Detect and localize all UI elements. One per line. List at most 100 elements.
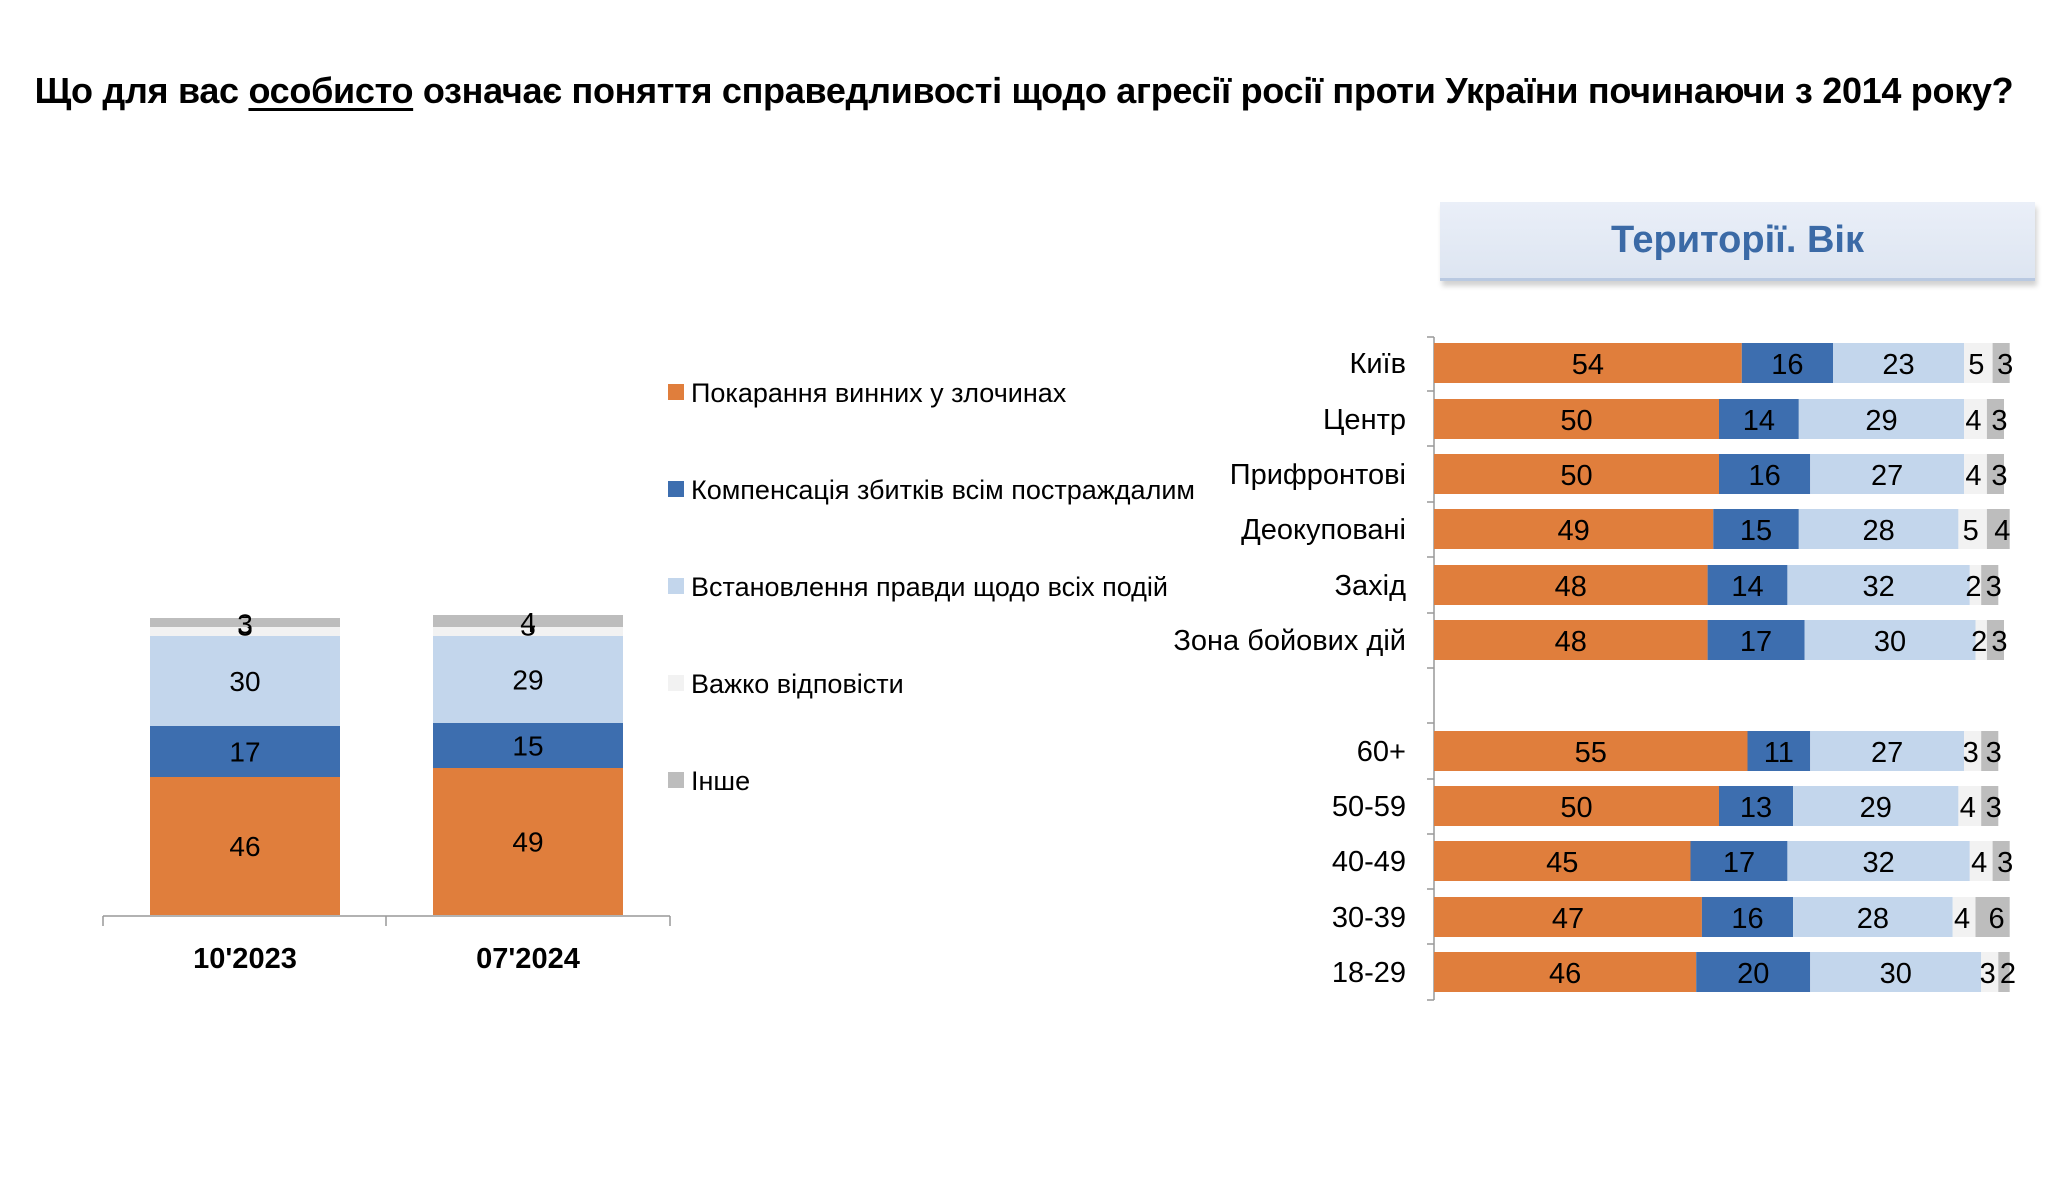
bar-punish-1 (433, 768, 623, 915)
hbar-hard-1 (1964, 399, 1987, 439)
left-stacked-chart: 4617303310'20234915293407'2024 (102, 607, 671, 975)
hbar-label-other-8: 3 (1997, 847, 2013, 879)
hbar-label-compensate-6: 11 (1764, 737, 1794, 769)
hbar-compensate-5 (1707, 620, 1805, 660)
hbar-truth-3 (1798, 509, 1959, 549)
data-label-truth-0: 30 (229, 666, 260, 697)
row-label-2: Прифронтові (1230, 459, 1406, 491)
hbar-label-truth-5: 30 (1874, 626, 1906, 658)
bar-truth-1 (433, 636, 623, 723)
hbar-label-compensate-2: 16 (1748, 460, 1780, 492)
hbar-hard-7 (1958, 786, 1982, 826)
hbar-label-other-9: 6 (1989, 903, 2005, 935)
bar-punish-0 (150, 777, 340, 915)
hbar-label-compensate-3: 15 (1740, 515, 1772, 547)
category-label-0: 10'2023 (193, 943, 297, 975)
hbar-label-hard-2: 4 (1965, 460, 1981, 492)
hbar-punish-2 (1434, 454, 1719, 494)
hbar-label-punish-4: 48 (1555, 571, 1587, 603)
legend-label-truth: Встановлення правди щодо всіх подій (691, 572, 1168, 602)
hbar-label-punish-2: 50 (1560, 460, 1592, 492)
hbar-label-compensate-9: 16 (1731, 903, 1763, 935)
hbar-compensate-3 (1713, 509, 1799, 549)
hbar-label-other-5: 3 (1991, 626, 2007, 658)
hbar-label-hard-7: 4 (1960, 792, 1976, 824)
hbar-label-compensate-8: 17 (1723, 847, 1755, 879)
row-label-1: Центр (1323, 404, 1406, 436)
data-label-truth-1: 29 (512, 665, 543, 696)
hbar-compensate-8 (1690, 841, 1788, 881)
hbar-label-truth-1: 29 (1865, 405, 1897, 437)
hbar-label-truth-0: 23 (1882, 349, 1914, 381)
hbar-hard-0 (1964, 343, 1993, 383)
data-label-other-1: 4 (520, 607, 536, 638)
hbar-punish-8 (1434, 841, 1691, 881)
legend: Покарання винних у злочинах Компенсація з… (668, 378, 1195, 796)
hbar-label-truth-6: 27 (1871, 737, 1903, 769)
title-part-2: означає поняття справедливості щодо агре… (413, 70, 2014, 111)
hbar-label-punish-0: 54 (1572, 349, 1604, 381)
row-label-0: Київ (1349, 348, 1406, 380)
legend-swatch-hard (668, 675, 684, 691)
hbar-label-punish-8: 45 (1546, 847, 1578, 879)
hbar-label-other-4: 3 (1986, 571, 2002, 603)
hbar-punish-1 (1434, 399, 1719, 439)
legend-label-other: Інше (691, 766, 750, 796)
row-label-9: 30-39 (1332, 902, 1406, 934)
bar-hard-0 (150, 627, 340, 636)
hbar-label-truth-8: 32 (1862, 847, 1894, 879)
hbar-label-hard-6: 3 (1963, 737, 1979, 769)
hbar-other-8 (1992, 841, 2010, 881)
row-label-5: Зона бойових дій (1173, 625, 1406, 657)
hbar-label-punish-6: 55 (1575, 737, 1607, 769)
chart-title: Що для вас особисто означає поняття спра… (0, 70, 2048, 112)
hbar-truth-6 (1810, 731, 1965, 771)
bar-hard-1 (433, 627, 623, 636)
hbar-label-hard-1: 4 (1965, 405, 1981, 437)
hbar-compensate-10 (1696, 952, 1811, 992)
hbar-other-10 (1998, 952, 2010, 992)
legend-label-hard: Важко відповісти (691, 669, 904, 699)
hbar-compensate-6 (1747, 731, 1811, 771)
legend-swatch-punish (668, 384, 684, 400)
legend-swatch-compensate (668, 481, 684, 497)
hbar-other-3 (1986, 509, 2010, 549)
hbar-truth-10 (1810, 952, 1982, 992)
row-label-7: 50-59 (1332, 791, 1406, 823)
hbar-label-compensate-0: 16 (1771, 349, 1803, 381)
category-label-1: 07'2024 (476, 943, 580, 975)
hbar-label-other-10: 2 (2000, 958, 2016, 990)
hbar-label-other-2: 3 (1991, 460, 2007, 492)
hbar-punish-4 (1434, 565, 1708, 605)
hbar-other-2 (1986, 454, 2004, 494)
hbar-label-other-6: 3 (1986, 737, 2002, 769)
hbar-compensate-9 (1701, 897, 1794, 937)
panel-header-label: Території. Вік (1611, 218, 1864, 261)
hbar-hard-8 (1969, 841, 1993, 881)
hbar-hard-9 (1952, 897, 1976, 937)
legend-label-punish: Покарання винних у злочинах (691, 378, 1067, 408)
hbar-truth-9 (1793, 897, 1953, 937)
hbar-label-punish-7: 50 (1560, 792, 1592, 824)
legend-label-compensate: Компенсація збитків всім постраждалим (691, 475, 1195, 505)
hbar-label-truth-9: 28 (1857, 903, 1889, 935)
hbar-truth-4 (1787, 565, 1970, 605)
title-part-1: Що для вас (34, 70, 249, 111)
panel-header: Території. Вік (1440, 202, 2035, 281)
hbar-truth-1 (1798, 399, 1965, 439)
row-label-8: 40-49 (1332, 846, 1406, 878)
hbar-label-punish-5: 48 (1555, 626, 1587, 658)
hbar-label-hard-10: 3 (1980, 958, 1996, 990)
hbar-punish-6 (1434, 731, 1748, 771)
legend-swatch-other (668, 772, 684, 788)
row-label-6: 60+ (1357, 736, 1406, 768)
hbar-compensate-1 (1719, 399, 1799, 439)
bar-other-0 (150, 618, 340, 627)
hbar-punish-10 (1434, 952, 1697, 992)
hbar-compensate-4 (1707, 565, 1788, 605)
data-label-compensate-0: 17 (229, 737, 260, 768)
hbar-truth-2 (1810, 454, 1965, 494)
hbar-compensate-0 (1741, 343, 1833, 383)
hbar-label-other-7: 3 (1986, 792, 2002, 824)
hbar-other-6 (1981, 731, 1999, 771)
